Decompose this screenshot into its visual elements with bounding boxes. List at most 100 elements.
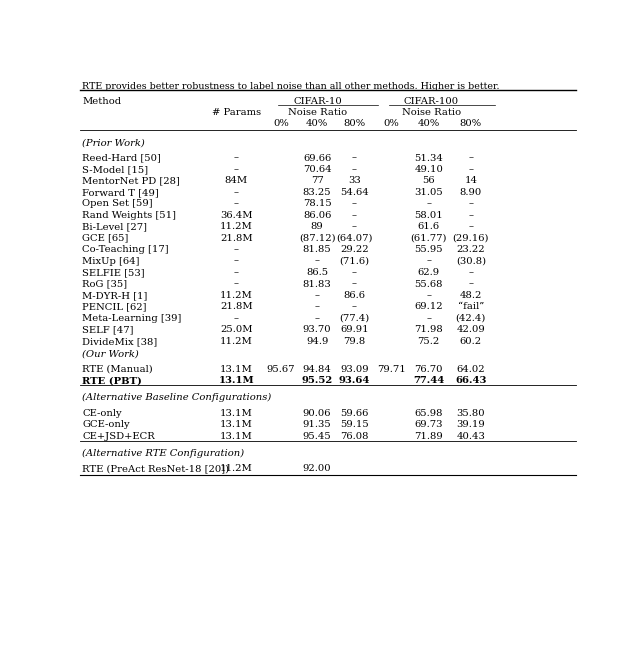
Text: 64.02: 64.02 bbox=[456, 365, 485, 374]
Text: –: – bbox=[234, 257, 239, 266]
Text: 13.1M: 13.1M bbox=[220, 409, 253, 418]
Text: 79.8: 79.8 bbox=[343, 337, 365, 346]
Text: –: – bbox=[234, 268, 239, 277]
Text: 86.06: 86.06 bbox=[303, 211, 332, 220]
Text: 21.8M: 21.8M bbox=[220, 303, 253, 312]
Text: 11.2M: 11.2M bbox=[220, 337, 253, 346]
Text: –: – bbox=[352, 303, 356, 312]
Text: 94.84: 94.84 bbox=[303, 365, 332, 374]
Text: RTE (PreAct ResNet-18 [20]): RTE (PreAct ResNet-18 [20]) bbox=[83, 464, 230, 473]
Text: RTE (Manual): RTE (Manual) bbox=[83, 365, 153, 374]
Text: 40%: 40% bbox=[306, 119, 328, 128]
Text: 71.89: 71.89 bbox=[414, 432, 443, 441]
Text: Forward T [49]: Forward T [49] bbox=[83, 188, 159, 197]
Text: –: – bbox=[315, 257, 319, 266]
Text: 55.95: 55.95 bbox=[414, 245, 443, 254]
Text: CE-only: CE-only bbox=[83, 409, 122, 418]
Text: MixUp [64]: MixUp [64] bbox=[83, 257, 140, 266]
Text: CIFAR-100: CIFAR-100 bbox=[404, 97, 459, 106]
Text: 86.6: 86.6 bbox=[343, 291, 365, 300]
Text: RoG [35]: RoG [35] bbox=[83, 279, 127, 288]
Text: 95.67: 95.67 bbox=[267, 365, 295, 374]
Text: 31.05: 31.05 bbox=[414, 188, 443, 197]
Text: (Alternative RTE Configuration): (Alternative RTE Configuration) bbox=[83, 448, 244, 457]
Text: 84M: 84M bbox=[225, 176, 248, 185]
Text: RTE provides better robustness to label noise than all other methods. Higher is : RTE provides better robustness to label … bbox=[83, 82, 500, 91]
Text: 54.64: 54.64 bbox=[340, 188, 369, 197]
Text: 48.2: 48.2 bbox=[460, 291, 482, 300]
Text: GCE [65]: GCE [65] bbox=[83, 234, 129, 243]
Text: 14: 14 bbox=[465, 176, 477, 185]
Text: 25.0M: 25.0M bbox=[220, 325, 253, 334]
Text: (Alternative Baseline Configurations): (Alternative Baseline Configurations) bbox=[83, 393, 272, 402]
Text: “fail”: “fail” bbox=[458, 303, 484, 312]
Text: (Our Work): (Our Work) bbox=[83, 349, 140, 358]
Text: DivideMix [38]: DivideMix [38] bbox=[83, 337, 157, 346]
Text: (64.07): (64.07) bbox=[336, 234, 372, 243]
Text: –: – bbox=[352, 222, 356, 231]
Text: 42.09: 42.09 bbox=[456, 325, 485, 334]
Text: 78.15: 78.15 bbox=[303, 200, 332, 209]
Text: –: – bbox=[468, 279, 474, 288]
Text: 76.70: 76.70 bbox=[415, 365, 443, 374]
Text: (30.8): (30.8) bbox=[456, 257, 486, 266]
Text: 69.73: 69.73 bbox=[415, 420, 443, 429]
Text: –: – bbox=[352, 279, 356, 288]
Text: 69.91: 69.91 bbox=[340, 325, 369, 334]
Text: M-DYR-H [1]: M-DYR-H [1] bbox=[83, 291, 148, 300]
Text: –: – bbox=[468, 268, 474, 277]
Text: 39.19: 39.19 bbox=[456, 420, 485, 429]
Text: CE+JSD+ECR: CE+JSD+ECR bbox=[83, 432, 156, 441]
Text: –: – bbox=[234, 279, 239, 288]
Text: (77.4): (77.4) bbox=[339, 314, 369, 323]
Text: 40.43: 40.43 bbox=[456, 432, 485, 441]
Text: 95.45: 95.45 bbox=[303, 432, 332, 441]
Text: 36.4M: 36.4M bbox=[220, 211, 253, 220]
Text: 56: 56 bbox=[422, 176, 435, 185]
Text: 66.43: 66.43 bbox=[455, 376, 486, 385]
Text: –: – bbox=[315, 303, 319, 312]
Text: 69.66: 69.66 bbox=[303, 154, 332, 163]
Text: 49.10: 49.10 bbox=[414, 165, 443, 174]
Text: 80%: 80% bbox=[343, 119, 365, 128]
Text: 13.1M: 13.1M bbox=[220, 432, 253, 441]
Text: 70.64: 70.64 bbox=[303, 165, 332, 174]
Text: 35.80: 35.80 bbox=[456, 409, 485, 418]
Text: 77: 77 bbox=[310, 176, 323, 185]
Text: 11.2M: 11.2M bbox=[220, 464, 253, 473]
Text: –: – bbox=[352, 211, 356, 220]
Text: 55.68: 55.68 bbox=[415, 279, 443, 288]
Text: 33: 33 bbox=[348, 176, 361, 185]
Text: 8.90: 8.90 bbox=[460, 188, 482, 197]
Text: –: – bbox=[468, 211, 474, 220]
Text: (87.12): (87.12) bbox=[299, 234, 335, 243]
Text: 59.15: 59.15 bbox=[340, 420, 369, 429]
Text: 91.35: 91.35 bbox=[303, 420, 332, 429]
Text: 81.85: 81.85 bbox=[303, 245, 332, 254]
Text: –: – bbox=[352, 165, 356, 174]
Text: –: – bbox=[426, 291, 431, 300]
Text: 83.25: 83.25 bbox=[303, 188, 332, 197]
Text: –: – bbox=[234, 200, 239, 209]
Text: 69.12: 69.12 bbox=[414, 303, 443, 312]
Text: CIFAR-10: CIFAR-10 bbox=[293, 97, 342, 106]
Text: 23.22: 23.22 bbox=[456, 245, 485, 254]
Text: 90.06: 90.06 bbox=[303, 409, 332, 418]
Text: –: – bbox=[352, 154, 356, 163]
Text: SELFIE [53]: SELFIE [53] bbox=[83, 268, 145, 277]
Text: 93.70: 93.70 bbox=[303, 325, 332, 334]
Text: 89: 89 bbox=[310, 222, 323, 231]
Text: 0%: 0% bbox=[383, 119, 399, 128]
Text: (61.77): (61.77) bbox=[410, 234, 447, 243]
Text: 80%: 80% bbox=[460, 119, 482, 128]
Text: –: – bbox=[315, 314, 319, 323]
Text: 76.08: 76.08 bbox=[340, 432, 369, 441]
Text: 0%: 0% bbox=[273, 119, 289, 128]
Text: 11.2M: 11.2M bbox=[220, 222, 253, 231]
Text: –: – bbox=[352, 200, 356, 209]
Text: 61.6: 61.6 bbox=[418, 222, 440, 231]
Text: GCE-only: GCE-only bbox=[83, 420, 130, 429]
Text: –: – bbox=[234, 165, 239, 174]
Text: # Params: # Params bbox=[212, 108, 261, 117]
Text: (71.6): (71.6) bbox=[339, 257, 369, 266]
